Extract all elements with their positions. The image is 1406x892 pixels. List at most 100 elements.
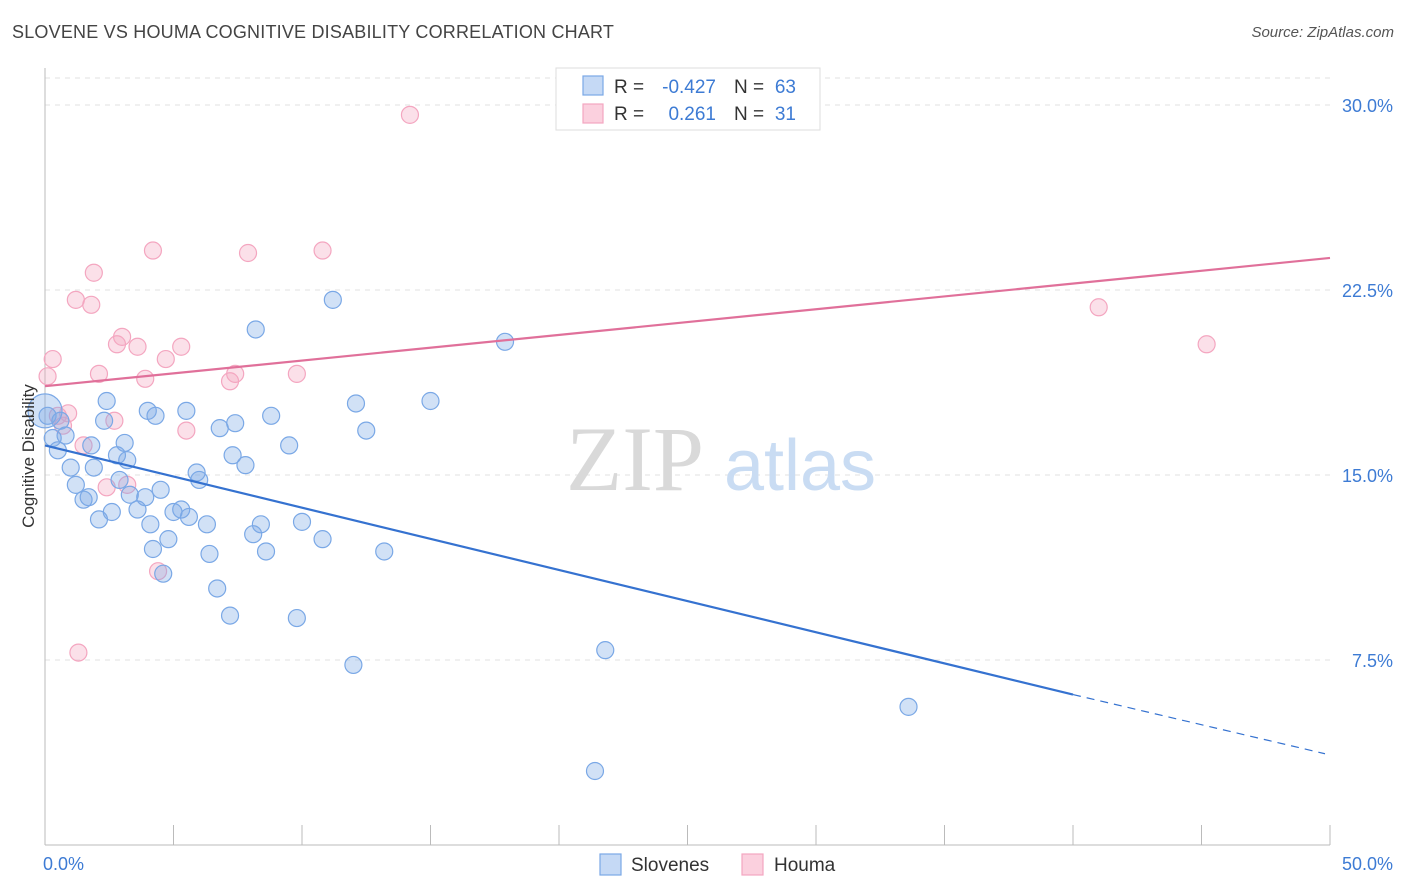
slovenes-point-16 xyxy=(110,470,129,490)
houma-point-0 xyxy=(38,367,57,386)
y-axis-label: Cognitive Disability xyxy=(19,384,38,528)
houma-point-15 xyxy=(128,337,147,356)
x-tick-label-1: 50.0% xyxy=(1342,854,1393,874)
bottom-legend: Slovenes Houma xyxy=(599,853,836,876)
houma-point-19 xyxy=(156,349,175,369)
houma-point-21 xyxy=(177,421,196,440)
houma-point-25 xyxy=(287,364,306,383)
slovenes-point-30 xyxy=(177,401,196,420)
houma-point-26 xyxy=(313,241,332,260)
y-tick-label-2: 22.5% xyxy=(1342,281,1393,301)
slovenes-point-62 xyxy=(141,515,160,534)
slovenes-point-21 xyxy=(136,488,155,507)
houma-point-16 xyxy=(136,369,155,388)
slovenes-point-52 xyxy=(344,655,363,675)
stats-legend: R = -0.427 N = 63 R = 0.261 N = 31 xyxy=(555,67,821,131)
slovenes-point-58 xyxy=(585,761,605,781)
houma-point-10 xyxy=(89,364,109,383)
slovenes-trend-extension xyxy=(1072,693,1326,755)
slovenes-point-51 xyxy=(323,290,342,309)
houma-point-6 xyxy=(69,643,88,662)
houma-point-24 xyxy=(238,243,258,263)
slovenes-point-38 xyxy=(220,606,240,625)
houma-point-28 xyxy=(1089,298,1108,317)
slovenes-point-17 xyxy=(115,433,134,453)
slovenes-point-56 xyxy=(421,391,440,411)
houma-point-29 xyxy=(1197,335,1216,354)
stats-swatch-slovenes xyxy=(582,75,604,96)
houma-points xyxy=(38,105,1216,662)
slovenes-point-29 xyxy=(172,500,191,519)
houma-trend-line xyxy=(44,256,1331,388)
slovenes-point-54 xyxy=(357,421,376,440)
stats-r-label-0: R = xyxy=(614,77,644,98)
slovenes-point-49 xyxy=(292,512,312,531)
chart-title: SLOVENE VS HOUMA COGNITIVE DISABILITY CO… xyxy=(12,22,615,42)
houma-point-5 xyxy=(66,290,85,309)
slovenes-point-59 xyxy=(596,641,615,660)
houma-point-9 xyxy=(84,263,103,282)
slovenes-point-47 xyxy=(280,436,299,455)
slovenes-trend-line xyxy=(44,444,1074,696)
stats-r-label-1: R = xyxy=(614,104,644,125)
slovenes-point-13 xyxy=(97,391,116,411)
slovenes-point-33 xyxy=(190,470,209,490)
slovenes-point-37 xyxy=(210,419,229,438)
houma-point-13 xyxy=(112,327,132,346)
houma-point-20 xyxy=(172,337,191,356)
houma-point-17 xyxy=(143,241,163,260)
watermark-atlas: atlas xyxy=(724,426,876,506)
stats-n-label-1: N = xyxy=(734,104,764,125)
slovenes-point-45 xyxy=(256,542,276,561)
slovenes-point-26 xyxy=(154,564,173,583)
slovenes-point-19 xyxy=(120,485,139,504)
stats-n-value-0: 63 xyxy=(775,77,796,98)
source-label: Source: ZipAtlas.com xyxy=(1251,24,1394,41)
houma-point-1 xyxy=(43,349,62,369)
y-tick-label-3: 30.0% xyxy=(1342,96,1393,116)
houma-point-11 xyxy=(105,411,124,430)
stats-n-label-0: N = xyxy=(734,77,764,98)
slovenes-point-6 xyxy=(66,475,85,494)
slovenes-point-46 xyxy=(262,406,281,425)
slovenes-point-25 xyxy=(151,480,170,499)
slovenes-points xyxy=(27,290,918,781)
slovenes-point-48 xyxy=(287,608,306,628)
legend-label-houma: Houma xyxy=(774,855,836,876)
slovenes-point-50 xyxy=(313,530,332,549)
legend-label-slovenes: Slovenes xyxy=(631,855,709,876)
slovenes-point-5 xyxy=(61,458,80,477)
houma-point-4 xyxy=(59,404,78,423)
slovenes-point-39 xyxy=(223,446,242,465)
slovenes-point-12 xyxy=(95,411,114,430)
trend-lines xyxy=(44,256,1331,755)
slovenes-point-23 xyxy=(143,539,163,559)
legend-swatch-houma xyxy=(741,853,764,876)
slovenes-point-40 xyxy=(226,414,245,433)
slovenes-point-43 xyxy=(246,320,265,339)
slovenes-point-24 xyxy=(146,406,165,425)
houma-point-23 xyxy=(226,364,245,383)
stats-n-value-1: 31 xyxy=(775,104,796,125)
stats-r-value-1: 0.261 xyxy=(668,104,716,125)
tick-labels: 7.5% 15.0% 22.5% 30.0% 0.0% 50.0% xyxy=(43,96,1393,874)
slovenes-point-27 xyxy=(159,530,178,549)
slovenes-point-31 xyxy=(179,507,199,527)
slovenes-point-14 xyxy=(102,502,121,522)
watermark-zip: ZIP xyxy=(566,408,704,510)
slovenes-point-53 xyxy=(346,394,366,413)
houma-point-27 xyxy=(400,105,420,124)
slovenes-point-34 xyxy=(197,515,217,534)
axes xyxy=(44,68,1331,846)
y-tick-label-1: 15.0% xyxy=(1342,466,1393,486)
slovenes-point-35 xyxy=(200,544,219,564)
slovenes-point-60 xyxy=(899,697,918,716)
stats-swatch-houma xyxy=(582,103,604,124)
slovenes-point-61 xyxy=(27,393,63,429)
slovenes-point-8 xyxy=(79,488,98,507)
slovenes-point-44 xyxy=(251,515,270,534)
x-tick-label-0: 0.0% xyxy=(43,854,84,874)
y-tick-label-0: 7.5% xyxy=(1352,651,1393,671)
houma-point-8 xyxy=(82,295,101,314)
